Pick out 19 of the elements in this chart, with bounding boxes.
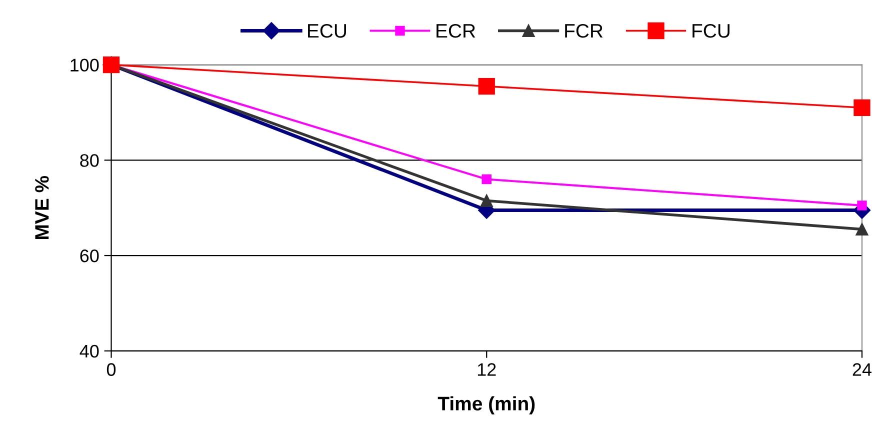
point bbox=[482, 174, 492, 184]
point bbox=[854, 99, 870, 116]
legend-label: ECU bbox=[308, 24, 346, 38]
legend-label: FCR bbox=[565, 24, 603, 38]
y-tick-label: 100 bbox=[70, 58, 99, 72]
y-axis-title: MVE % bbox=[35, 176, 49, 239]
y-tick-label: 80 bbox=[80, 154, 99, 167]
x-tick-label: 12 bbox=[478, 363, 496, 376]
point bbox=[478, 78, 495, 95]
point bbox=[857, 200, 867, 210]
y-tick-label: 60 bbox=[80, 249, 99, 262]
point bbox=[856, 223, 868, 236]
x-tick-label: 24 bbox=[852, 363, 872, 376]
legend-label: FCU bbox=[692, 24, 730, 38]
x-tick-label: 0 bbox=[106, 363, 116, 376]
y-tick-label: 40 bbox=[80, 344, 99, 358]
legend-label: ECR bbox=[436, 24, 476, 38]
x-axis-title: Time (min) bbox=[438, 396, 535, 414]
point bbox=[480, 194, 493, 207]
